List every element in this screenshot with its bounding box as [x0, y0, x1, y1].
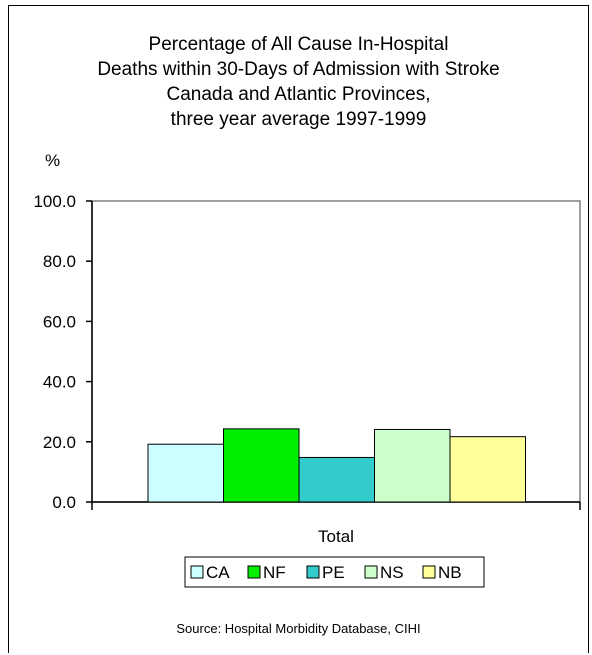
legend-swatch	[247, 565, 261, 579]
x-category-label: Total	[318, 527, 354, 546]
legend: CA NF PE NS NB	[184, 556, 485, 588]
y-tick-label: 60.0	[43, 312, 76, 331]
legend-label: NB	[438, 563, 462, 582]
legend-swatch	[190, 565, 204, 579]
bar-pe	[298, 456, 375, 503]
legend-item-ca: CA	[190, 563, 230, 582]
bar-ca	[147, 443, 224, 503]
chart-title-line-4: three year average 1997-1999	[170, 109, 427, 130]
legend-item-pe: PE	[306, 563, 345, 582]
legend-item-ns: NS	[364, 563, 404, 582]
chart-title-line-2: Deaths within 30-Days of Admission with …	[97, 59, 500, 80]
y-axis-label: %	[45, 151, 60, 170]
legend-label: PE	[322, 563, 345, 582]
legend-label: CA	[206, 563, 230, 582]
bars	[147, 428, 526, 503]
source-note: Source: Hospital Morbidity Database, CIH…	[176, 621, 421, 636]
chart-title-line-3: Canada and Atlantic Provinces,	[166, 84, 431, 105]
legend-item-nb: NB	[422, 563, 462, 582]
legend-swatch	[422, 565, 436, 579]
legend-swatch	[306, 565, 320, 579]
y-tick-label: 0.0	[52, 493, 76, 512]
legend-label: NF	[263, 563, 286, 582]
y-tick-labels: 0.0 20.0 40.0 60.0 80.0 100.0	[33, 192, 92, 512]
chart-title-line-1: Percentage of All Cause In-Hospital	[148, 34, 449, 55]
y-tick-label: 80.0	[43, 252, 76, 271]
bar-nf	[223, 428, 300, 503]
y-tick-label: 20.0	[43, 433, 76, 452]
legend-item-nf: NF	[247, 563, 286, 582]
y-tick-label: 40.0	[43, 373, 76, 392]
chart-frame	[8, 5, 589, 653]
chart-title: Percentage of All Cause In-Hospital Deat…	[8, 32, 589, 132]
y-tick-label: 100.0	[33, 192, 76, 211]
bar-ns	[374, 428, 451, 503]
bar-nb	[449, 436, 526, 503]
legend-swatch	[364, 565, 378, 579]
legend-label: NS	[380, 563, 404, 582]
